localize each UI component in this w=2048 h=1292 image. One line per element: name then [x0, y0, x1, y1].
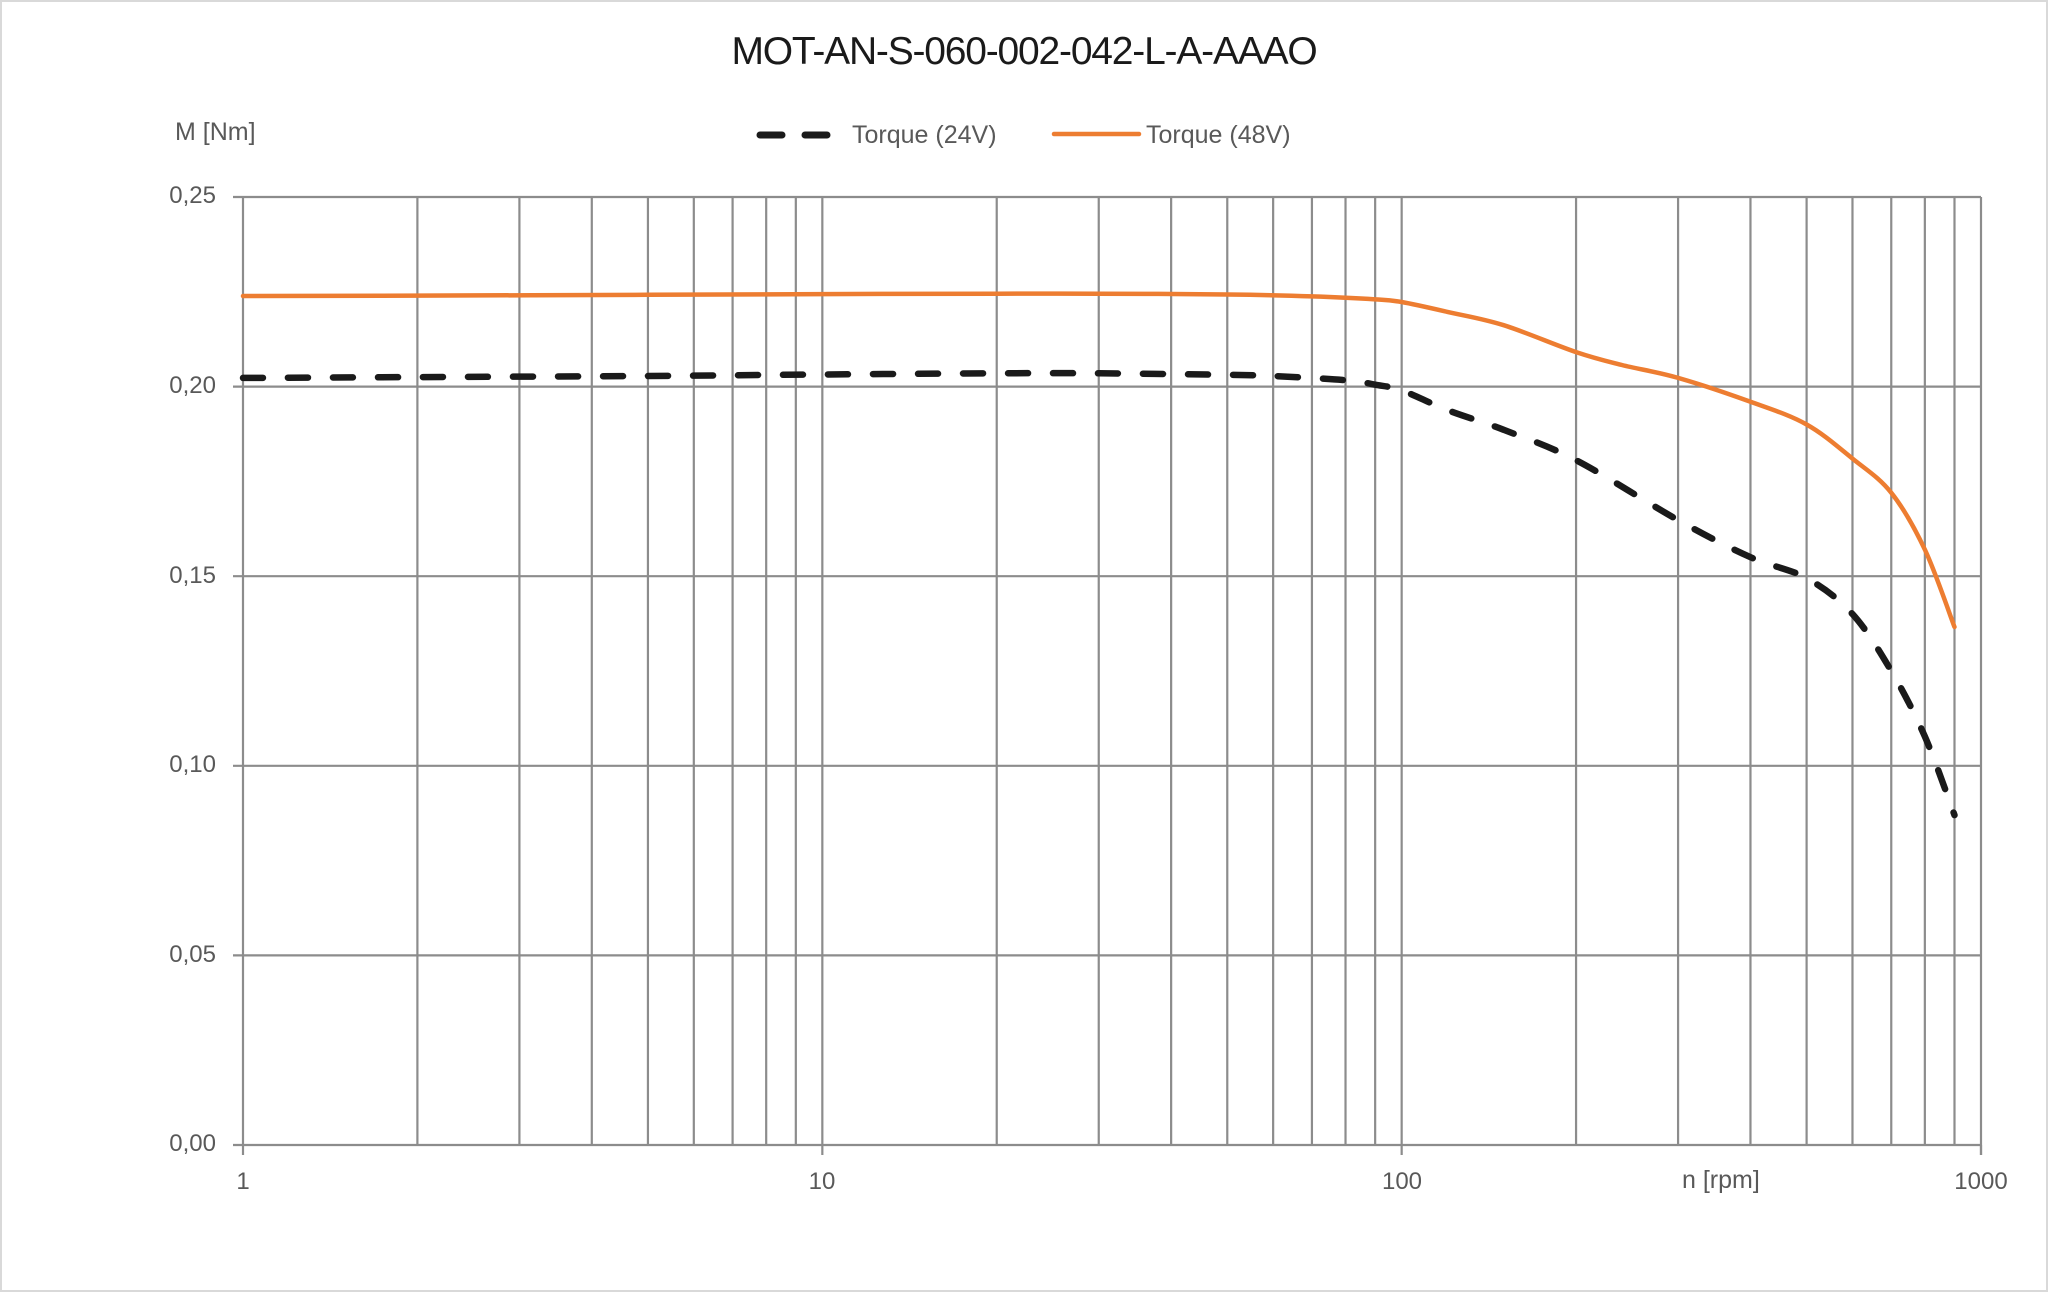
y-tick-label: 0,00: [169, 1130, 216, 1157]
series-lines: [239, 291, 1958, 819]
legend-label-48v: Torque (48V): [1146, 121, 1291, 149]
legend-swatches: [756, 131, 1142, 139]
x-axis-label: n [rpm]: [1682, 1166, 1760, 1194]
y-axis-label: M [Nm]: [175, 118, 256, 146]
grid-lines: [233, 195, 1983, 1155]
x-tick-label: 100: [1381, 1168, 1423, 1195]
y-tick-label: 0,20: [169, 372, 216, 399]
x-tick-label: 1: [236, 1168, 250, 1195]
x-tick-label: 1000: [1954, 1168, 2008, 1195]
x-tick-label: 10: [808, 1168, 836, 1195]
y-tick-label: 0,15: [169, 562, 216, 589]
series-line-24v: [239, 369, 1958, 819]
y-tick-label: 0,10: [169, 751, 216, 778]
chart-title: MOT-AN-S-060-002-042-L-A-AAAO: [731, 30, 1317, 73]
legend-label-24v: Torque (24V): [852, 121, 997, 149]
y-tick-label: 0,05: [169, 941, 216, 968]
series-line-48v: [240, 291, 1957, 630]
y-tick-label: 0,25: [169, 182, 216, 209]
